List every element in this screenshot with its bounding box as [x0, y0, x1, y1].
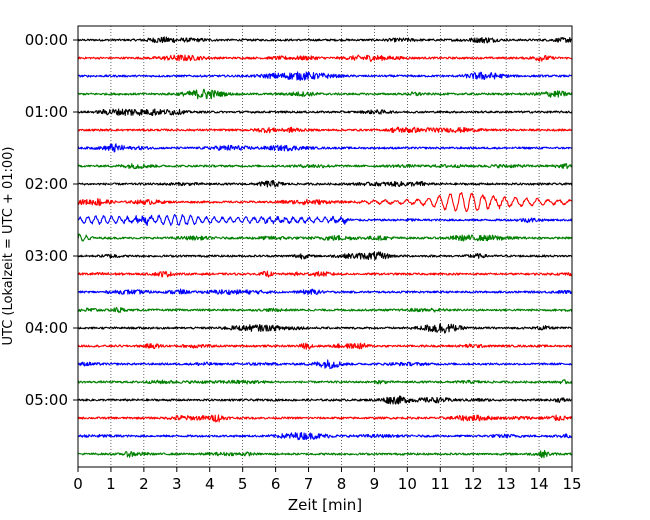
trace-line-3: [77, 88, 573, 100]
x-tick-label-6: 6: [271, 475, 281, 493]
trace-line-15: [77, 307, 573, 313]
x-tick-label-9: 9: [370, 475, 380, 493]
x-tick-label-11: 11: [431, 475, 450, 493]
trace-line-19: [77, 379, 573, 385]
trace-line-0: [77, 36, 573, 44]
y-tick-label-3: 03:00: [25, 247, 68, 265]
trace-line-5: [77, 126, 573, 134]
trace-line-16: [77, 322, 573, 334]
x-tick-label-10: 10: [398, 475, 417, 493]
trace-line-11: [77, 233, 573, 242]
trace-line-17: [77, 342, 573, 350]
x-tick-label-5: 5: [238, 475, 248, 493]
y-axis-ticks: 00:00 01:00 02:00 03:00 04:00 05:00: [25, 31, 78, 409]
y-axis-label: UTC (Lokalzeit = UTC + 01:00): [1, 147, 16, 346]
x-tick-label-4: 4: [205, 475, 215, 493]
x-tick-label-14: 14: [530, 475, 549, 493]
trace-line-7: [77, 162, 573, 170]
trace-lines: [77, 36, 573, 459]
y-tick-label-1: 01:00: [25, 103, 68, 121]
trace-line-20: [77, 395, 573, 405]
x-axis-label: Zeit [min]: [288, 496, 362, 514]
trace-line-2: [77, 71, 573, 81]
x-tick-label-13: 13: [497, 475, 516, 493]
x-tick-label-7: 7: [304, 475, 314, 493]
x-tick-label-1: 1: [106, 475, 116, 493]
trace-line-23: [77, 449, 573, 459]
trace-line-4: [77, 108, 573, 117]
y-tick-label-4: 04:00: [25, 319, 68, 337]
x-tick-label-0: 0: [73, 475, 83, 493]
y-tick-label-0: 00:00: [25, 31, 68, 49]
y-tick-label-2: 02:00: [25, 175, 68, 193]
trace-line-21: [77, 414, 573, 423]
trace-line-1: [77, 54, 573, 62]
trace-line-10: [77, 214, 573, 226]
trace-line-8: [77, 180, 573, 188]
trace-line-6: [77, 143, 573, 153]
trace-line-14: [77, 288, 573, 296]
trace-line-12: [77, 251, 573, 261]
trace-line-9: [77, 192, 573, 213]
trace-line-22: [77, 432, 573, 441]
x-axis-ticks: 0 1 2 3 4 5 6 7 8 9 10 11 12 13 14 15: [73, 467, 582, 493]
x-tick-label-3: 3: [172, 475, 182, 493]
x-tick-label-12: 12: [464, 475, 483, 493]
x-tick-label-15: 15: [562, 475, 581, 493]
y-tick-label-5: 05:00: [25, 391, 68, 409]
trace-line-13: [77, 270, 573, 278]
x-tick-label-8: 8: [337, 475, 347, 493]
plot-frame: [77, 25, 573, 468]
trace-line-18: [77, 359, 573, 370]
x-tick-label-2: 2: [139, 475, 149, 493]
